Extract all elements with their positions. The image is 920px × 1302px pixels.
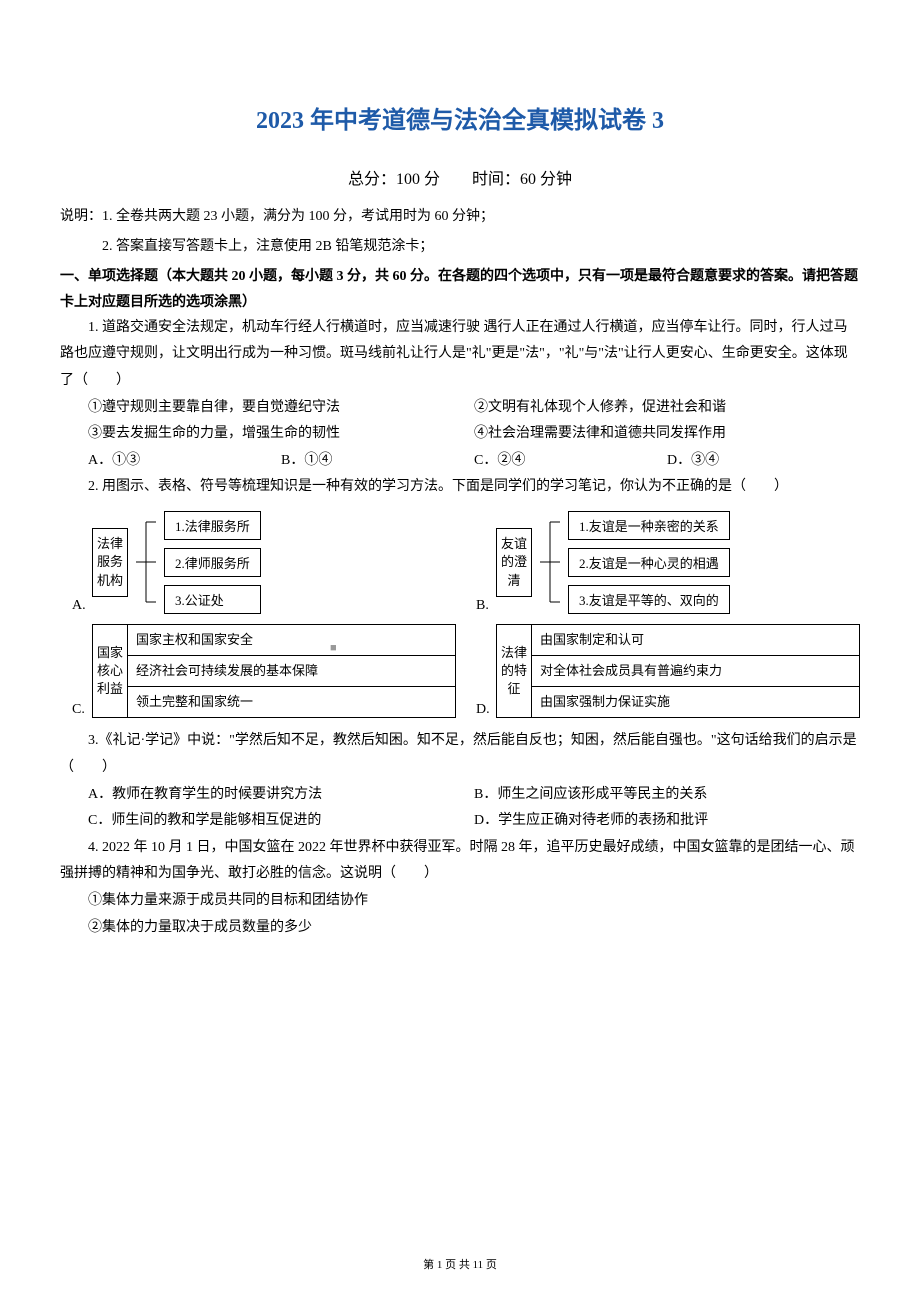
diagram-row-1: 法律 服务 机构 1.法律服务所 2.律师服务所 3.公证处 A. 友谊 的澄 …: [60, 511, 860, 614]
q1-statement-3: ③要去发掘生命的力量，增强生命的韧性: [88, 421, 474, 448]
diagram-d: 法律 的特 征 由国家制定和认可 对全体社会成员具有普遍约束力 由国家强制力保证…: [496, 624, 860, 719]
q1-option-d: D．③④: [667, 448, 860, 475]
section-1-header: 一、单项选择题（本大题共 20 小题，每小题 3 分，共 60 分。在各题的四个…: [60, 264, 860, 314]
diagram-d-item-1: 由国家制定和认可: [532, 624, 860, 656]
watermark: ■: [330, 642, 337, 654]
diagram-a-label: A.: [72, 598, 86, 614]
diagram-b-left: 友谊 的澄 清: [496, 528, 532, 597]
diagram-c-label: C.: [72, 702, 85, 718]
diagram-c-item-1: 国家主权和国家安全: [128, 624, 456, 656]
question-3-text: 3.《礼记·学记》中说："学然后知不足，教然后知困。知不足，然后能自反也；知困，…: [60, 728, 860, 781]
diagram-b-item-1: 1.友谊是一种亲密的关系: [568, 511, 730, 540]
question-2-text: 2. 用图示、表格、符号等梳理知识是一种有效的学习方法。下面是同学们的学习笔记，…: [60, 474, 860, 501]
diagram-d-item-2: 对全体社会成员具有普遍约束力: [532, 656, 860, 687]
diagram-b-item-3: 3.友谊是平等的、双向的: [568, 585, 730, 614]
diagram-d-item-3: 由国家强制力保证实施: [532, 687, 860, 718]
question-1-text: 1. 道路交通安全法规定，机动车行经人行横道时，应当减速行驶 遇行人正在通过人行…: [60, 315, 860, 395]
diagram-a: 法律 服务 机构 1.法律服务所 2.律师服务所 3.公证处 A.: [92, 511, 456, 614]
diagram-a-item-1: 1.法律服务所: [164, 511, 261, 540]
q3-option-a: A．教师在教育学生的时候要讲究方法: [88, 782, 474, 809]
diagram-b-item-2: 2.友谊是一种心灵的相遇: [568, 548, 730, 577]
diagram-d-label: D.: [476, 702, 490, 718]
diagram-b: 友谊 的澄 清 1.友谊是一种亲密的关系 2.友谊是一种心灵的相遇 3.友谊是平…: [496, 511, 860, 614]
diagram-c: 国家 核心 利益 国家主权和国家安全 经济社会可持续发展的基本保障 领土完整和国…: [92, 624, 456, 719]
diagram-d-left: 法律 的特 征: [496, 624, 532, 719]
page-footer: 第 1 页 共 11 页: [0, 1256, 920, 1272]
q3-option-c: C．师生间的教和学是能够相互促进的: [88, 808, 474, 835]
q4-statement-1: ①集体力量来源于成员共同的目标和团结协作: [60, 888, 860, 915]
diagram-c-item-3: 领土完整和国家统一: [128, 687, 456, 718]
q4-statement-2: ②集体的力量取决于成员数量的多少: [60, 915, 860, 942]
diagram-a-item-2: 2.律师服务所: [164, 548, 261, 577]
q1-statement-1: ①遵守规则主要靠自律，要自觉遵纪守法: [88, 395, 474, 422]
bracket-icon: [136, 512, 156, 612]
bracket-icon: [540, 512, 560, 612]
diagram-a-item-3: 3.公证处: [164, 585, 261, 614]
question-4-text: 4. 2022 年 10 月 1 日，中国女篮在 2022 年世界杯中获得亚军。…: [60, 835, 860, 888]
diagram-a-left: 法律 服务 机构: [92, 528, 128, 597]
diagram-row-2: 国家 核心 利益 国家主权和国家安全 经济社会可持续发展的基本保障 领土完整和国…: [60, 624, 860, 719]
diagram-c-item-2: 经济社会可持续发展的基本保障: [128, 656, 456, 687]
q1-option-b: B．①④: [281, 448, 474, 475]
q3-option-d: D．学生应正确对待老师的表扬和批评: [474, 808, 860, 835]
diagram-c-left: 国家 核心 利益: [92, 624, 128, 719]
page-title: 2023 年中考道德与法治全真模拟试卷 3: [60, 100, 860, 135]
q1-statement-2: ②文明有礼体现个人修养，促进社会和谐: [474, 395, 860, 422]
instruction-line-2: 2. 答案直接写答题卡上，注意使用 2B 铅笔规范涂卡；: [60, 234, 860, 259]
q1-option-a: A．①③: [88, 448, 281, 475]
q1-statement-4: ④社会治理需要法律和道德共同发挥作用: [474, 421, 860, 448]
q3-option-b: B．师生之间应该形成平等民主的关系: [474, 782, 860, 809]
instruction-line-1: 说明：1. 全卷共两大题 23 小题，满分为 100 分，考试用时为 60 分钟…: [60, 204, 860, 229]
q1-option-c: C．②④: [474, 448, 667, 475]
subtitle: 总分：100 分 时间：60 分钟: [60, 165, 860, 189]
diagram-b-label: B.: [476, 598, 489, 614]
